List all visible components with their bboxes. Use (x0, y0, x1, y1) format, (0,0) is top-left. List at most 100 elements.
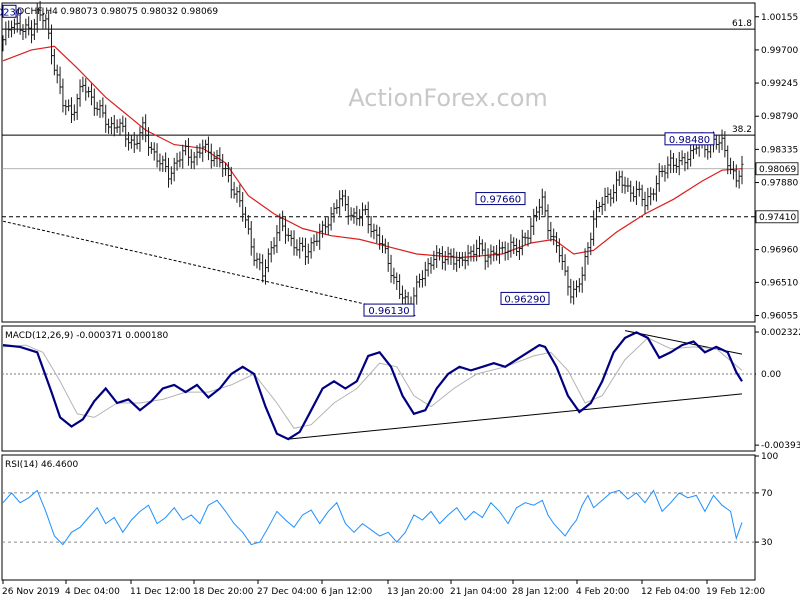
price-bar (235, 186, 239, 203)
price-bar (603, 187, 607, 212)
price-bar (295, 239, 299, 256)
price-bar (84, 78, 88, 101)
price-bar (423, 261, 427, 287)
price-bar (192, 151, 196, 170)
price-bar (292, 230, 296, 256)
price-bar (634, 180, 638, 205)
price-bar (298, 237, 302, 259)
price-bar (346, 196, 350, 225)
price-bar (720, 129, 724, 151)
time-tick-label: 6 Jan 12:00 (321, 587, 373, 597)
price-bar (258, 253, 262, 271)
price-marker-label: 0.98069 (759, 165, 796, 175)
rsi-axis: 100 70 30 (755, 452, 778, 548)
price-bar (155, 143, 159, 168)
price-bar (286, 228, 290, 242)
price-bar (515, 238, 519, 257)
price-bar (181, 144, 185, 169)
price-bar (540, 188, 544, 216)
price-bar (289, 230, 293, 247)
price-bar (249, 221, 253, 256)
price-bar (646, 187, 650, 211)
price-bar (652, 188, 656, 201)
price-bar (78, 79, 82, 107)
time-tick-label: 26 Nov 2019 (2, 587, 60, 597)
price-bar (7, 20, 11, 38)
price-bar (463, 251, 467, 270)
price-bar (47, 11, 51, 40)
price-bar (366, 201, 370, 234)
price-bar (198, 143, 202, 159)
price-bar (572, 280, 576, 305)
price-markers: 0.98069 0.97410 (755, 162, 799, 224)
price-bar (361, 202, 365, 227)
rsi-tick-label: 70 (761, 489, 773, 499)
price-bar (369, 215, 373, 238)
price-bar (740, 155, 744, 185)
price-bar (726, 145, 730, 175)
price-bar (723, 131, 727, 158)
price-bar (583, 248, 587, 281)
price-bar (580, 266, 584, 293)
time-tick-label: 13 Jan 20:00 (387, 587, 444, 597)
price-bar (158, 153, 162, 172)
price-bar (72, 104, 76, 121)
price-bar (380, 235, 384, 254)
price-bar (563, 254, 567, 276)
price-bar (64, 99, 68, 116)
price-bar (529, 217, 533, 244)
price-bar (255, 252, 259, 269)
price-bar (477, 236, 481, 257)
macd-line (2, 331, 743, 441)
macd-zero-box (756, 368, 786, 381)
price-bar (398, 274, 402, 299)
price-bar (161, 155, 165, 172)
price-bar (643, 191, 647, 215)
price-bar (586, 242, 590, 265)
macd-panel-title: MACD(12,26,9) -0.000371 0.000180 (5, 331, 168, 341)
rsi-panel: RSI(14) 46.4600 100 70 30 (1, 452, 778, 581)
price-bar (375, 224, 379, 244)
price-bar (594, 199, 598, 228)
macd-signal-line (2, 337, 743, 429)
price-bar (355, 205, 359, 226)
price-axis: 1.00155 0.99700 0.99245 0.98790 0.98335 0.978… (755, 13, 798, 322)
price-bar (654, 175, 658, 202)
macd-tick-label: 0.002322 (761, 328, 800, 338)
price-bar (649, 187, 653, 206)
price-marker-box (755, 162, 799, 176)
price-bar (472, 244, 476, 262)
price-bar (41, 7, 45, 29)
price-bar (363, 204, 367, 216)
price-bar (438, 248, 442, 261)
price-bar (480, 239, 484, 255)
price-bar (674, 158, 678, 174)
price-bar (509, 234, 513, 258)
price-bar (432, 250, 436, 270)
price-bar (283, 217, 287, 244)
price-marker-label: 0.97410 (759, 213, 796, 223)
price-bar (318, 223, 322, 250)
price-bar (141, 116, 145, 140)
annotation-label: 0.98480 (669, 135, 710, 146)
price-bar (124, 117, 128, 147)
price-bar (226, 162, 230, 183)
price-bar (503, 241, 507, 261)
macd-tick-label: -0.003932 (761, 441, 800, 451)
price-bar (127, 131, 131, 151)
price-bar (686, 151, 690, 170)
price-bar (395, 272, 399, 291)
price-bar (229, 166, 233, 199)
price-bar (341, 190, 345, 207)
price-bar (138, 126, 142, 152)
price-bar (52, 48, 56, 76)
price-bar (683, 152, 687, 172)
price-bar (460, 252, 464, 267)
price-bar (552, 228, 556, 246)
price-bar (575, 280, 579, 298)
price-bar (186, 137, 190, 166)
price-annotation: 0.98480 (664, 132, 715, 146)
price-panel-title: USDCHF,H4 0.98073 0.98075 0.98032 0.9806… (5, 7, 218, 17)
time-tick-label: 18 Dec 20:00 (193, 587, 254, 597)
price-bar (566, 266, 570, 296)
